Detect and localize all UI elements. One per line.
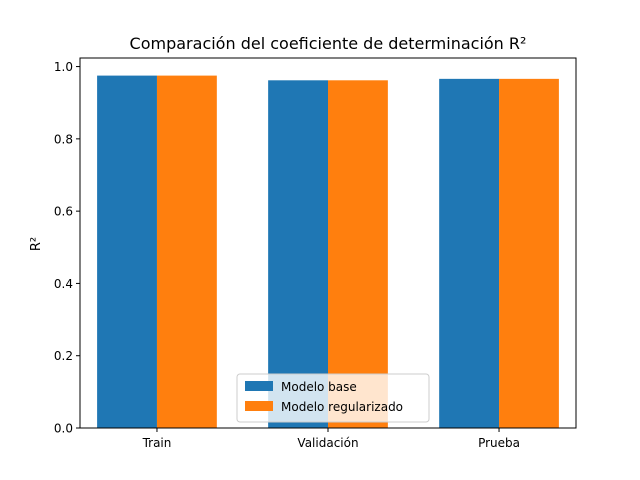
bar-regularizado-1 [328, 80, 388, 428]
bar-base-0 [97, 75, 157, 428]
bar-regularizado-2 [499, 78, 559, 429]
y-axis-ticks: 0.0 0.2 0.4 0.6 0.8 1.0 [54, 60, 80, 436]
y-tick-label: 0.6 [54, 205, 73, 219]
y-tick-label: 0.2 [54, 349, 73, 363]
legend-swatch-base [245, 381, 273, 391]
y-tick-label: 0.0 [54, 422, 73, 436]
legend-swatch-regularizado [245, 401, 273, 411]
x-axis-ticks: Train Validación Prueba [142, 428, 520, 450]
y-tick-label: 0.4 [54, 277, 73, 291]
y-axis-label: R² [29, 237, 44, 251]
legend-box [236, 373, 430, 423]
bar-base-1 [268, 80, 328, 428]
legend-label-base: Modelo base [281, 380, 357, 394]
plot-area-frame [79, 57, 577, 429]
chart-title: Comparación del coeficiente de determina… [130, 34, 527, 53]
x-tick-label: Prueba [478, 436, 520, 450]
x-tick-label: Train [142, 436, 172, 450]
legend-label-regularizado: Modelo regularizado [281, 400, 403, 414]
y-tick-label: 0.8 [54, 132, 73, 146]
x-tick-label: Validación [297, 436, 358, 450]
legend: Modelo base Modelo regularizado [236, 373, 430, 423]
bar-base-2 [439, 78, 500, 429]
bar-regularizado-0 [156, 75, 217, 428]
y-tick-label: 1.0 [54, 60, 73, 74]
bars-group [97, 75, 559, 429]
